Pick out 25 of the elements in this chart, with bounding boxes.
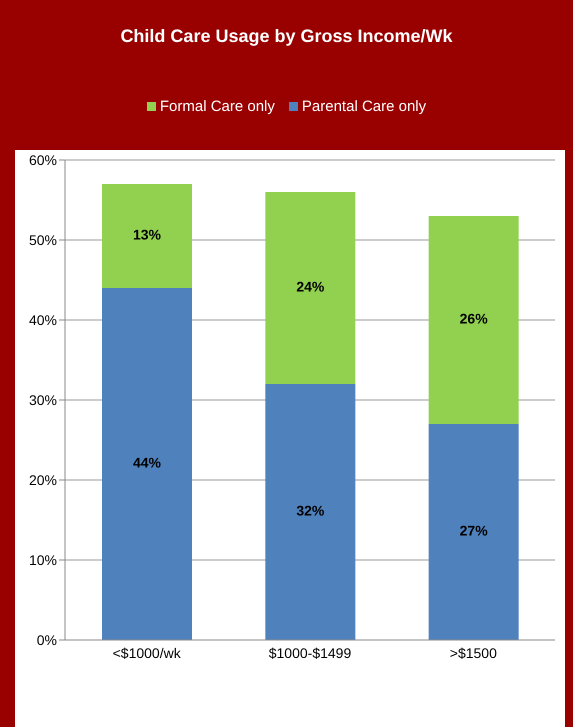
bar <box>428 216 519 424</box>
x-tick-label: >$1500 <box>450 644 498 661</box>
bar <box>102 184 192 288</box>
legend-label: Parental Care only <box>300 98 426 115</box>
chart-title: Child Care Usage by Gross Income/Wk <box>119 26 454 47</box>
y-tick-label: 50% <box>28 232 57 248</box>
data-label: 24% <box>296 278 325 295</box>
y-tick-label: 30% <box>28 392 57 408</box>
data-label: 13% <box>132 226 162 243</box>
data-label: 26% <box>460 310 488 327</box>
bar <box>265 384 356 640</box>
y-tick-label: 40% <box>28 312 57 328</box>
data-label: 44% <box>132 454 162 471</box>
data-label: 32% <box>296 502 325 519</box>
bar <box>102 288 192 640</box>
x-tick-label: $1000-$1499 <box>268 644 352 661</box>
legend-label: Formal Care only <box>158 98 275 115</box>
y-tick-label: 20% <box>28 472 57 488</box>
y-tick-label: 60% <box>28 152 57 168</box>
y-tick-label: 0% <box>36 632 57 648</box>
data-label: 27% <box>460 522 488 539</box>
bar <box>428 424 519 640</box>
bar <box>265 192 356 384</box>
x-tick-label: <$1000/wk <box>112 644 182 661</box>
y-tick-label: 10% <box>28 552 57 568</box>
